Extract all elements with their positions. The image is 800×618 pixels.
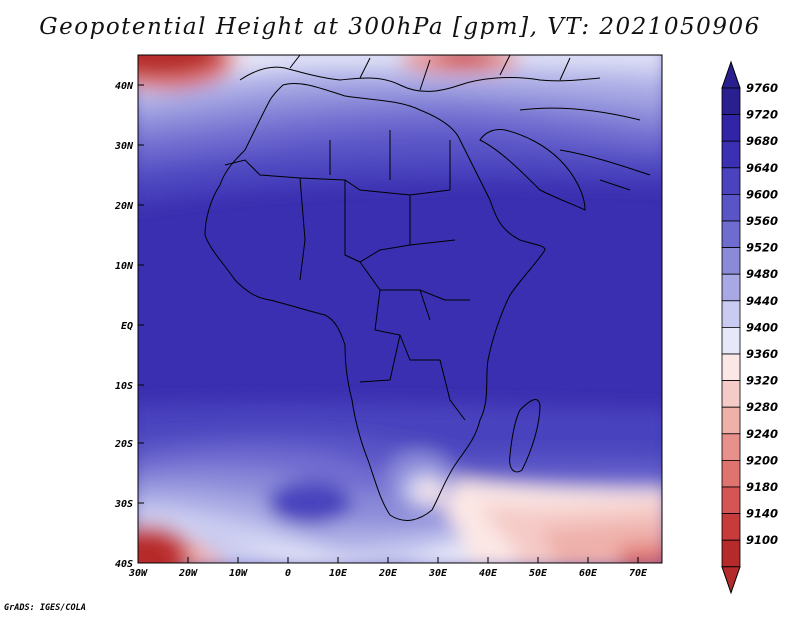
map-frame: [137, 54, 663, 564]
colorbar-top-arrow: [721, 60, 741, 89]
colorbar-swatch: [721, 140, 741, 169]
lon-label: 60E: [579, 568, 598, 579]
colorbar-swatch: [721, 167, 741, 195]
colorbar-swatch: [721, 273, 741, 302]
lon-label: 10W: [229, 568, 248, 579]
lon-labels: 30W 20W 10W 0 10E 20E 30E 40E 50E 60E 70…: [128, 568, 648, 579]
lon-label: 40E: [479, 568, 498, 579]
colorbar-label: 9200: [746, 453, 778, 467]
colorbar-label: 9640: [746, 161, 778, 175]
colorbar-swatch: [721, 539, 741, 568]
colorbar-label: 9720: [746, 108, 778, 122]
colorbar-swatch: [721, 114, 741, 142]
colorbar-swatch: [721, 513, 741, 541]
colorbar-swatch: [721, 380, 741, 408]
colorbar-label: 9320: [746, 374, 778, 388]
lat-label: 40N: [115, 81, 134, 92]
colorbar-swatch: [721, 326, 741, 355]
lat-label: 10S: [115, 381, 133, 392]
colorbar: 9760 9720 9680 9640 9600 9560 9520 9480 9440 9400…: [721, 60, 778, 595]
colorbar-label: 9560: [746, 214, 778, 228]
lat-label: 20S: [114, 439, 133, 450]
height-field: [138, 55, 662, 563]
lon-label: 20E: [378, 568, 398, 579]
colorbar-swatch: [721, 353, 741, 382]
lat-label: 30S: [114, 499, 133, 510]
lon-label: 10E: [329, 568, 348, 579]
colorbar-label: 9360: [746, 347, 778, 361]
colorbar-label: 9400: [746, 320, 778, 334]
colorbar-swatch: [721, 300, 741, 328]
lat-label: 30N: [114, 141, 134, 152]
lat-label: 20N: [114, 201, 134, 212]
colorbar-swatch: [721, 486, 741, 515]
colorbar-label: 9440: [746, 294, 778, 308]
colorbar-label: 9240: [746, 427, 778, 441]
colorbar-label: 9760: [746, 81, 778, 95]
axis-ticks: [137, 84, 639, 564]
colorbar-swatch: [721, 433, 741, 461]
colorbar-swatch: [721, 87, 741, 116]
lat-label: 40S: [115, 559, 133, 570]
lon-label: 30W: [128, 568, 148, 579]
lon-label: 30E: [428, 568, 448, 579]
coastlines: [204, 55, 651, 521]
colorbar-swatch: [721, 220, 741, 249]
lon-label: 0: [285, 568, 291, 579]
colorbar-swatch: [721, 406, 741, 435]
colorbar-label: 9680: [746, 134, 778, 148]
colorbar-swatch: [721, 193, 741, 222]
colorbar-label: 9180: [746, 480, 778, 494]
colorbar-label: 9600: [746, 187, 778, 201]
footer-credit: GrADS: IGES/COLA: [4, 603, 86, 613]
colorbar-swatch: [721, 459, 741, 488]
lat-label: 10N: [115, 261, 134, 272]
chart-title: Geopotential Height at 300hPa [gpm], VT:…: [39, 14, 761, 40]
colorbar-label: 9280: [746, 400, 778, 414]
lon-label: 20W: [178, 568, 198, 579]
colorbar-label: 9100: [746, 533, 778, 547]
colorbar-label: 9480: [746, 267, 778, 281]
colorbar-bottom-arrow: [721, 566, 741, 595]
colorbar-label: 9520: [746, 241, 778, 255]
colorbar-label: 9140: [746, 507, 778, 521]
colorbar-swatch: [721, 247, 741, 275]
lat-labels: 40N 30N 20N 10N EQ 10S 20S 30S 40S: [114, 81, 134, 570]
lon-label: 50E: [529, 568, 548, 579]
lon-label: 70E: [629, 568, 648, 579]
lat-label: EQ: [121, 321, 133, 332]
